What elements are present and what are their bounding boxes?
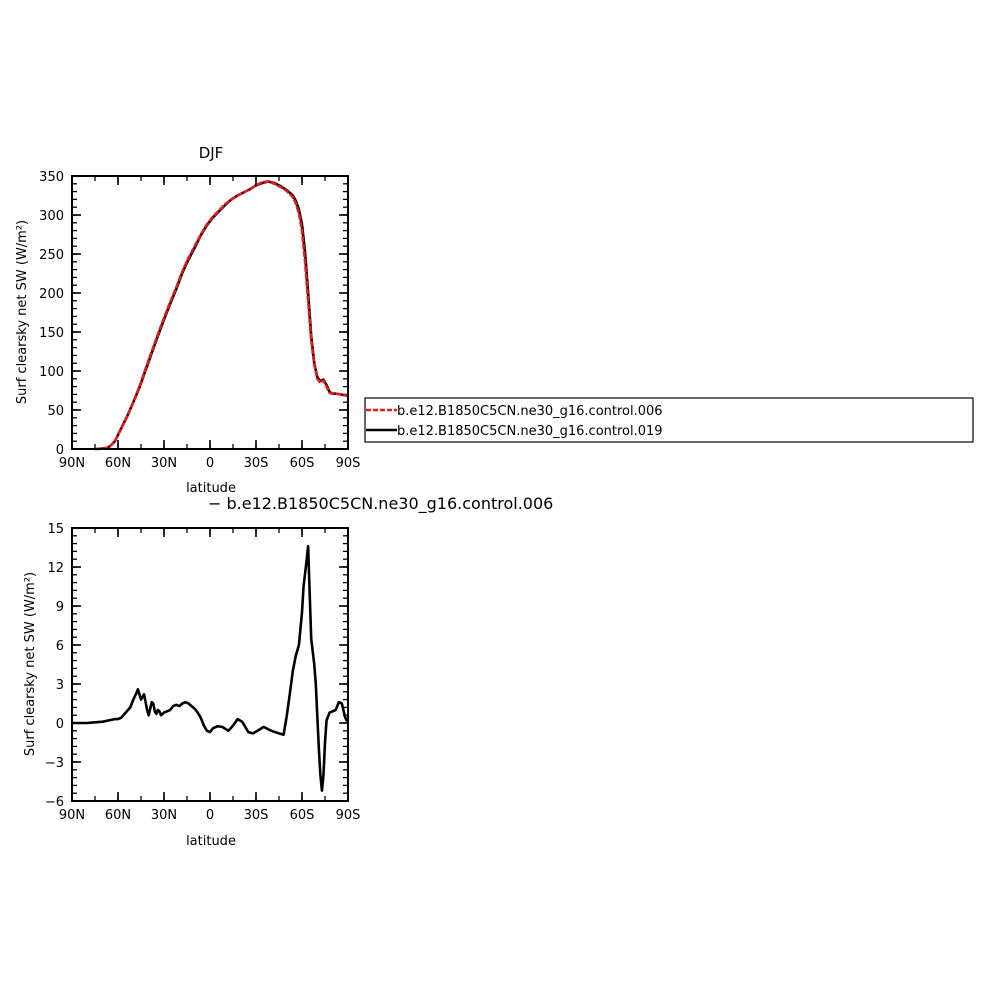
y-tick-label: 3 <box>56 678 64 693</box>
x-tick-label: 0 <box>206 808 214 823</box>
y-tick-label: 15 <box>47 522 64 537</box>
y-tick-label: −3 <box>45 756 64 771</box>
y-tick-label: 0 <box>56 443 64 458</box>
x-tick-label: 90N <box>59 808 85 823</box>
series-group-bottom <box>72 544 349 792</box>
legend: b.e12.B1850C5CN.ne30_g16.control.006 b.e… <box>364 397 974 443</box>
y-tick-label: 50 <box>47 404 64 419</box>
x-tick-label: 0 <box>206 456 214 471</box>
x-tick-label: 60N <box>105 456 131 471</box>
difference-label: − b.e12.B1850C5CN.ne30_g16.control.006 <box>208 494 553 514</box>
x-tick-label: 30S <box>244 808 269 823</box>
series-line-bottom-0 <box>72 544 349 792</box>
x-tick-label: 30N <box>151 808 177 823</box>
plot-frame-top <box>71 175 349 450</box>
x-tick-label: 90N <box>59 456 85 471</box>
axis-ticks-top: 90N 60N 30N 0 30S 60S 90S 0 50 100 150 200 250 300 350 <box>39 170 360 471</box>
x-tick-label: 90S <box>336 456 361 471</box>
y-tick-label: −6 <box>45 795 64 810</box>
x-axis-label-bottom: latitude <box>186 834 236 849</box>
x-tick-label: 60N <box>105 808 131 823</box>
y-axis-label-bottom: Surf clearsky net SW (W/m²) <box>23 572 38 756</box>
legend-entry-019: b.e12.B1850C5CN.ne30_g16.control.019 <box>397 424 663 439</box>
legend-entry-006: b.e12.B1850C5CN.ne30_g16.control.006 <box>397 404 663 419</box>
axis-ticks-bottom: 90N 60N 30N 0 30S 60S 90S −6 −3 0 3 6 9 12 15 <box>45 522 361 823</box>
x-tick-label: 60S <box>290 808 315 823</box>
y-tick-label: 150 <box>39 326 64 341</box>
y-tick-label: 350 <box>39 170 64 185</box>
chart-title: DJF <box>199 144 224 162</box>
y-tick-label: 0 <box>56 717 64 732</box>
x-axis-label-top: latitude <box>186 481 236 496</box>
panel-top: DJF 90N 60N 30N 0 30S 60S 90S 0 50 100 150 200 250 30… <box>15 144 360 496</box>
y-tick-label: 100 <box>39 365 64 380</box>
y-tick-label: 200 <box>39 287 64 302</box>
y-tick-label: 12 <box>47 561 64 576</box>
x-tick-label: 60S <box>290 456 315 471</box>
x-tick-label: 30N <box>151 456 177 471</box>
y-tick-label: 6 <box>56 639 64 654</box>
x-tick-label: 30S <box>244 456 269 471</box>
y-tick-label: 300 <box>39 209 64 224</box>
x-tick-label: 90S <box>336 808 361 823</box>
y-tick-label: 250 <box>39 248 64 263</box>
y-tick-label: 9 <box>56 600 64 615</box>
legend-box <box>364 397 974 443</box>
plot-frame-bottom <box>71 527 349 802</box>
series-line-top-0 <box>94 180 349 451</box>
panel-bottom: 90N 60N 30N 0 30S 60S 90S −6 −3 0 3 6 9 12 15 latitude… <box>23 522 360 849</box>
y-axis-label-top: Surf clearsky net SW (W/m²) <box>15 220 30 404</box>
series-group-top <box>94 180 349 451</box>
